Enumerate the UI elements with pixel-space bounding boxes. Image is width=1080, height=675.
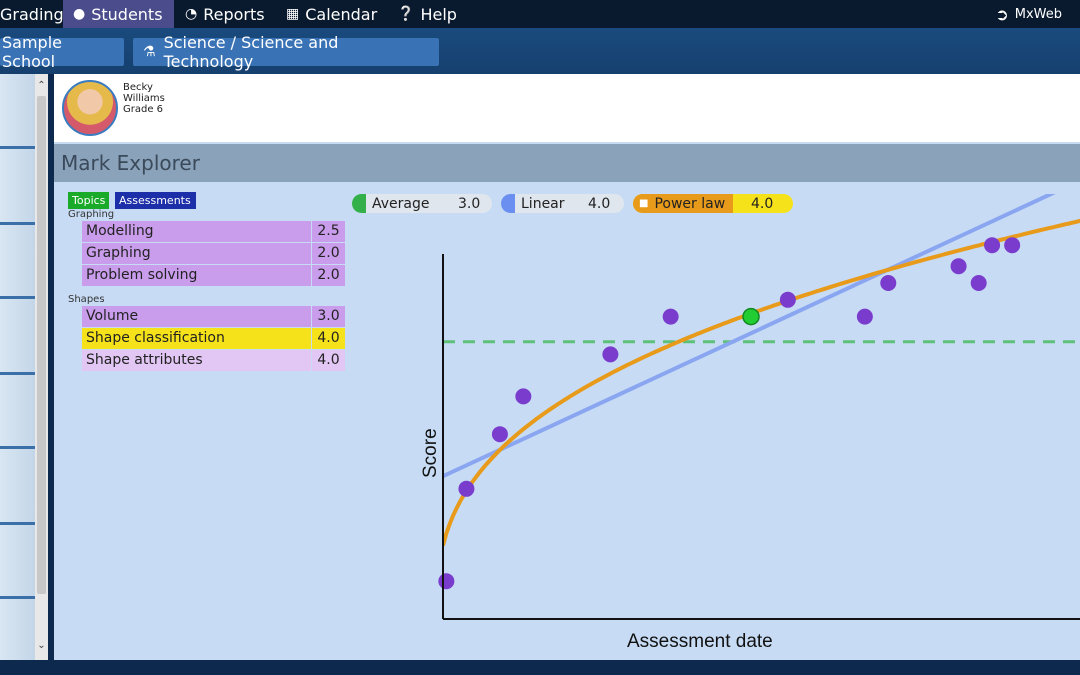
topic-name: Shape classification	[82, 328, 311, 349]
sign-out-icon: ➲	[995, 4, 1009, 24]
power-law-fit-line	[443, 218, 1080, 547]
data-point	[662, 308, 679, 325]
data-point	[1004, 237, 1021, 254]
topic-name: Volume	[82, 306, 311, 327]
legend-linear-label: Linear	[521, 195, 565, 212]
scroll-up-icon[interactable]: ⌃	[37, 80, 46, 91]
tab-assessments[interactable]: Assessments	[115, 192, 196, 209]
legend-power-law-label: Power law	[654, 195, 726, 212]
legend-linear[interactable]: Linear 4.0	[501, 194, 624, 213]
page-title: Mark Explorer	[61, 151, 200, 175]
help-icon: ❔	[397, 6, 415, 22]
topic-row-shape-attributes[interactable]: Shape attributes 4.0	[82, 350, 345, 371]
legend-average-value: 3.0	[458, 195, 481, 212]
data-point	[515, 388, 532, 405]
menu-calendar-label: Calendar	[305, 4, 378, 24]
topic-name: Graphing	[82, 243, 311, 264]
group-label-shapes: Shapes	[68, 294, 105, 305]
calendar-icon: ▦	[286, 6, 300, 22]
breadcrumb-school[interactable]: Sample School	[0, 33, 124, 71]
student-last-name: Williams	[123, 93, 165, 104]
topic-name: Shape attributes	[82, 350, 311, 371]
sidebar-item[interactable]	[0, 372, 35, 375]
breadcrumb-course[interactable]: ⚗ Science / Science and Technology	[133, 33, 439, 71]
scroll-down-icon[interactable]: ⌄	[37, 640, 46, 651]
sidebar-item[interactable]	[0, 446, 35, 449]
menu-reports[interactable]: ◔ Reports	[185, 0, 275, 28]
sidebar-item[interactable]	[0, 222, 35, 225]
data-point	[779, 291, 796, 308]
breadcrumb-school-label: Sample School	[2, 33, 62, 71]
selected-data-point	[742, 307, 760, 326]
data-point	[438, 573, 455, 590]
breadcrumb: Sample School ⚗ Science / Science and Te…	[0, 28, 1080, 74]
topic-row-volume[interactable]: Volume 3.0	[82, 306, 345, 327]
panel-title-bar: Mark Explorer	[54, 144, 1080, 182]
menu-grading-label: Grading	[0, 4, 64, 24]
topic-name: Problem solving	[82, 265, 311, 286]
legend-linear-value: 4.0	[588, 195, 611, 212]
lock-icon: ■	[639, 198, 649, 209]
average-swatch	[352, 194, 366, 213]
topic-row-graphing[interactable]: Graphing 2.0	[82, 243, 345, 264]
person-icon: ●	[73, 6, 86, 22]
topic-score: 4.0	[312, 328, 345, 349]
topic-row-problem-solving[interactable]: Problem solving 2.0	[82, 265, 345, 286]
sidebar-item[interactable]	[0, 146, 35, 149]
menu-help-label: Help	[420, 4, 457, 24]
data-point	[880, 275, 897, 291]
topic-score: 2.0	[312, 265, 345, 286]
main-panel: Becky Williams Grade 6 Mark Explorer Top…	[54, 74, 1080, 660]
topic-score: 2.5	[312, 221, 345, 242]
topic-score: 3.0	[312, 306, 345, 327]
topic-score: 2.0	[312, 243, 345, 264]
legend-power-law[interactable]: ■ Power law 4.0	[633, 194, 793, 213]
student-grade: Grade 6	[123, 104, 164, 115]
y-axis-label: Score	[420, 428, 441, 478]
menu-help[interactable]: ❔ Help	[397, 0, 467, 28]
x-axis-label: Assessment date	[627, 631, 773, 652]
student-list-sidebar[interactable]	[0, 74, 35, 660]
data-point	[602, 346, 619, 363]
data-point	[856, 308, 873, 325]
reports-icon: ◔	[185, 6, 198, 22]
menu-students-label: Students	[91, 4, 163, 24]
student-first-name: Becky	[123, 82, 153, 93]
sidebar-item[interactable]	[0, 596, 35, 599]
breadcrumb-course-label: Science / Science and Technology	[163, 33, 339, 71]
flask-icon: ⚗	[143, 44, 156, 60]
data-point	[491, 426, 508, 443]
tab-topics[interactable]: Topics	[68, 192, 110, 209]
menu-grading[interactable]: Grading	[0, 0, 64, 28]
legend-power-law-value: 4.0	[751, 195, 774, 212]
power-law-swatch: ■ Power law	[633, 194, 733, 213]
menu-students[interactable]: ● Students	[63, 0, 174, 28]
data-point	[984, 237, 1001, 254]
student-header: Becky Williams Grade 6	[54, 74, 1080, 142]
topic-row-shape-classification[interactable]: Shape classification 4.0	[82, 328, 345, 349]
legend-average[interactable]: Average 3.0	[352, 194, 492, 213]
linear-swatch	[501, 194, 515, 213]
mark-explorer-chart: Assessment date Score	[420, 194, 1080, 652]
group-label-graphing: Graphing	[68, 209, 115, 220]
data-point	[458, 480, 475, 497]
data-point	[950, 258, 967, 275]
sidebar-scrollbar[interactable]: ⌃ ⌄	[35, 74, 48, 660]
sidebar-item[interactable]	[0, 296, 35, 299]
scrollbar-thumb[interactable]	[37, 96, 46, 594]
linear-fit-line	[443, 194, 1056, 479]
topic-row-modelling[interactable]: Modelling 2.5	[82, 221, 345, 242]
avatar	[62, 80, 118, 136]
top-menu-bar: Grading ● Students ◔ Reports ▦ Calendar …	[0, 0, 1080, 28]
user-menu[interactable]: ➲ MxWeb	[995, 0, 1062, 28]
topic-score: 4.0	[312, 350, 345, 371]
topic-name: Modelling	[82, 221, 311, 242]
legend-average-label: Average	[372, 195, 430, 212]
sidebar-item[interactable]	[0, 522, 35, 525]
user-name: MxWeb	[1014, 6, 1062, 22]
menu-calendar[interactable]: ▦ Calendar	[286, 0, 386, 28]
data-point	[970, 275, 987, 291]
menu-reports-label: Reports	[203, 4, 265, 24]
